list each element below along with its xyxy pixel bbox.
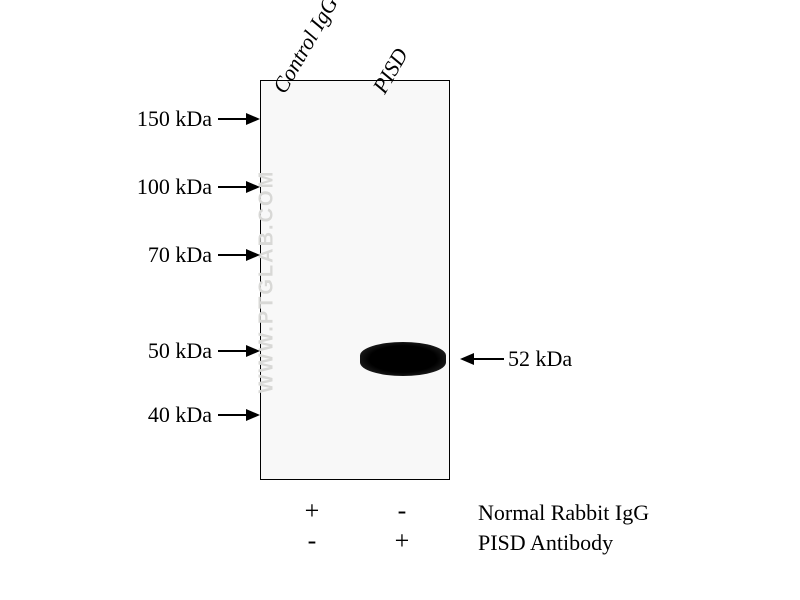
ladder-arrow-40 xyxy=(218,408,262,422)
condition-r2c2: + xyxy=(390,526,414,556)
ladder-label-70: 70 kDa xyxy=(148,242,212,268)
condition-r2c1: - xyxy=(300,526,324,556)
condition-r1c1: + xyxy=(300,496,324,526)
ladder-arrow-100 xyxy=(218,180,262,194)
condition-label-2: PISD Antibody xyxy=(478,530,613,556)
watermark-text: WWW.PTGLAB.COM xyxy=(255,170,278,394)
ladder-label-150: 150 kDa xyxy=(137,106,212,132)
ladder-arrow-150 xyxy=(218,112,262,126)
blot-membrane xyxy=(260,80,450,480)
ladder-label-50: 50 kDa xyxy=(148,338,212,364)
condition-r1c2: - xyxy=(390,496,414,526)
ladder-label-100: 100 kDa xyxy=(137,174,212,200)
ladder-arrow-50 xyxy=(218,344,262,358)
detected-band xyxy=(360,342,446,376)
ladder-arrow-70 xyxy=(218,248,262,262)
detected-band-label: 52 kDa xyxy=(508,346,572,372)
ladder-label-40: 40 kDa xyxy=(148,402,212,428)
condition-label-1: Normal Rabbit IgG xyxy=(478,500,649,526)
western-blot-figure: WWW.PTGLAB.COM 150 kDa 100 kDa 70 kDa 50… xyxy=(0,0,800,600)
detected-band-arrow xyxy=(458,352,504,366)
